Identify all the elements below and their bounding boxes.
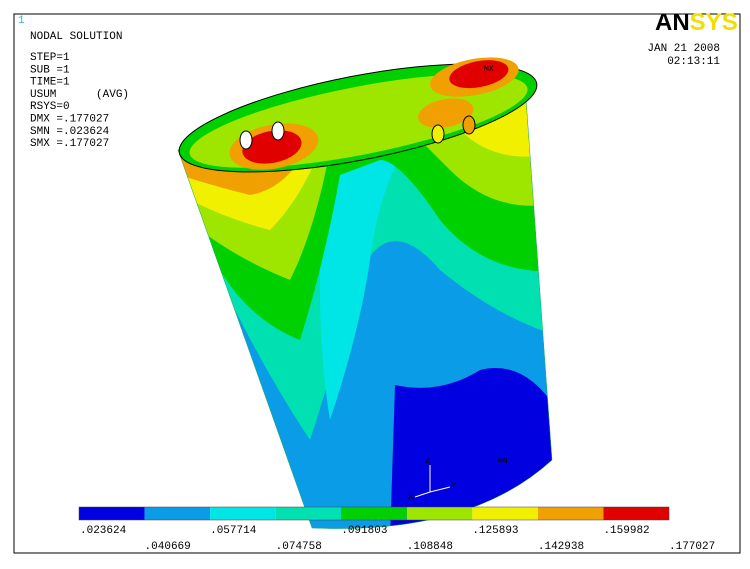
info-line: SMX =.177027 [30,138,109,150]
legend-swatch [144,507,211,520]
contour-band [320,120,420,420]
time: 02:13:11 [667,56,720,68]
legend-value: .125893 [472,525,518,537]
hole [462,115,476,135]
legend-swatch [210,507,276,520]
legend-value: .177027 [669,541,715,553]
legend-value: .091803 [341,525,387,537]
triad-axis [429,486,451,493]
info-line: DMX =.177027 [30,114,109,126]
triad-axis [414,491,431,498]
window-number: 1 [18,15,25,27]
legend-value: .108848 [407,541,453,553]
info-line: USUM (AVG) [30,89,129,101]
legend-swatch [275,507,342,520]
hot-spot [418,98,474,128]
triad: Z Y X [408,456,457,502]
info-line: SUB =1 [30,64,70,76]
hot-spot [449,60,509,89]
info-title: NODAL SOLUTION [30,31,122,43]
info-line: STEP=1 [30,52,70,64]
info-line: TIME=1 [30,77,70,89]
hole [271,121,285,141]
legend-value: .159982 [603,525,649,537]
logo-light: SYS [690,9,738,36]
legend-swatch [537,507,604,520]
triad-x: X [408,492,414,502]
hot-spot [242,130,302,164]
info-line: SMN =.023624 [30,126,110,138]
hole [239,130,253,150]
legend-value: .040669 [145,541,191,553]
color-legend: .023624 .040669 .057714 .074758 .091803 .1088… [78,506,715,553]
legend-swatch [603,507,669,520]
legend-value: .023624 [80,525,127,537]
triad-y: Y [451,481,457,491]
legend-value: .057714 [210,525,257,537]
legend-value: .074758 [276,541,322,553]
logo-dark: AN [655,9,690,36]
max-label: MX [484,65,494,74]
legend-swatch [79,507,145,520]
legend-value: .142938 [538,541,584,553]
legend-swatch [472,507,538,520]
logo: ANSYS [655,9,738,36]
legend-swatch [341,507,407,520]
info-line: RSYS=0 [30,101,70,113]
hole [431,124,445,144]
min-label: MN [498,457,508,466]
date: JAN 21 2008 [647,43,720,55]
triad-z: Z [425,456,431,466]
legend-swatch [406,507,473,520]
legend-outline [78,506,670,521]
